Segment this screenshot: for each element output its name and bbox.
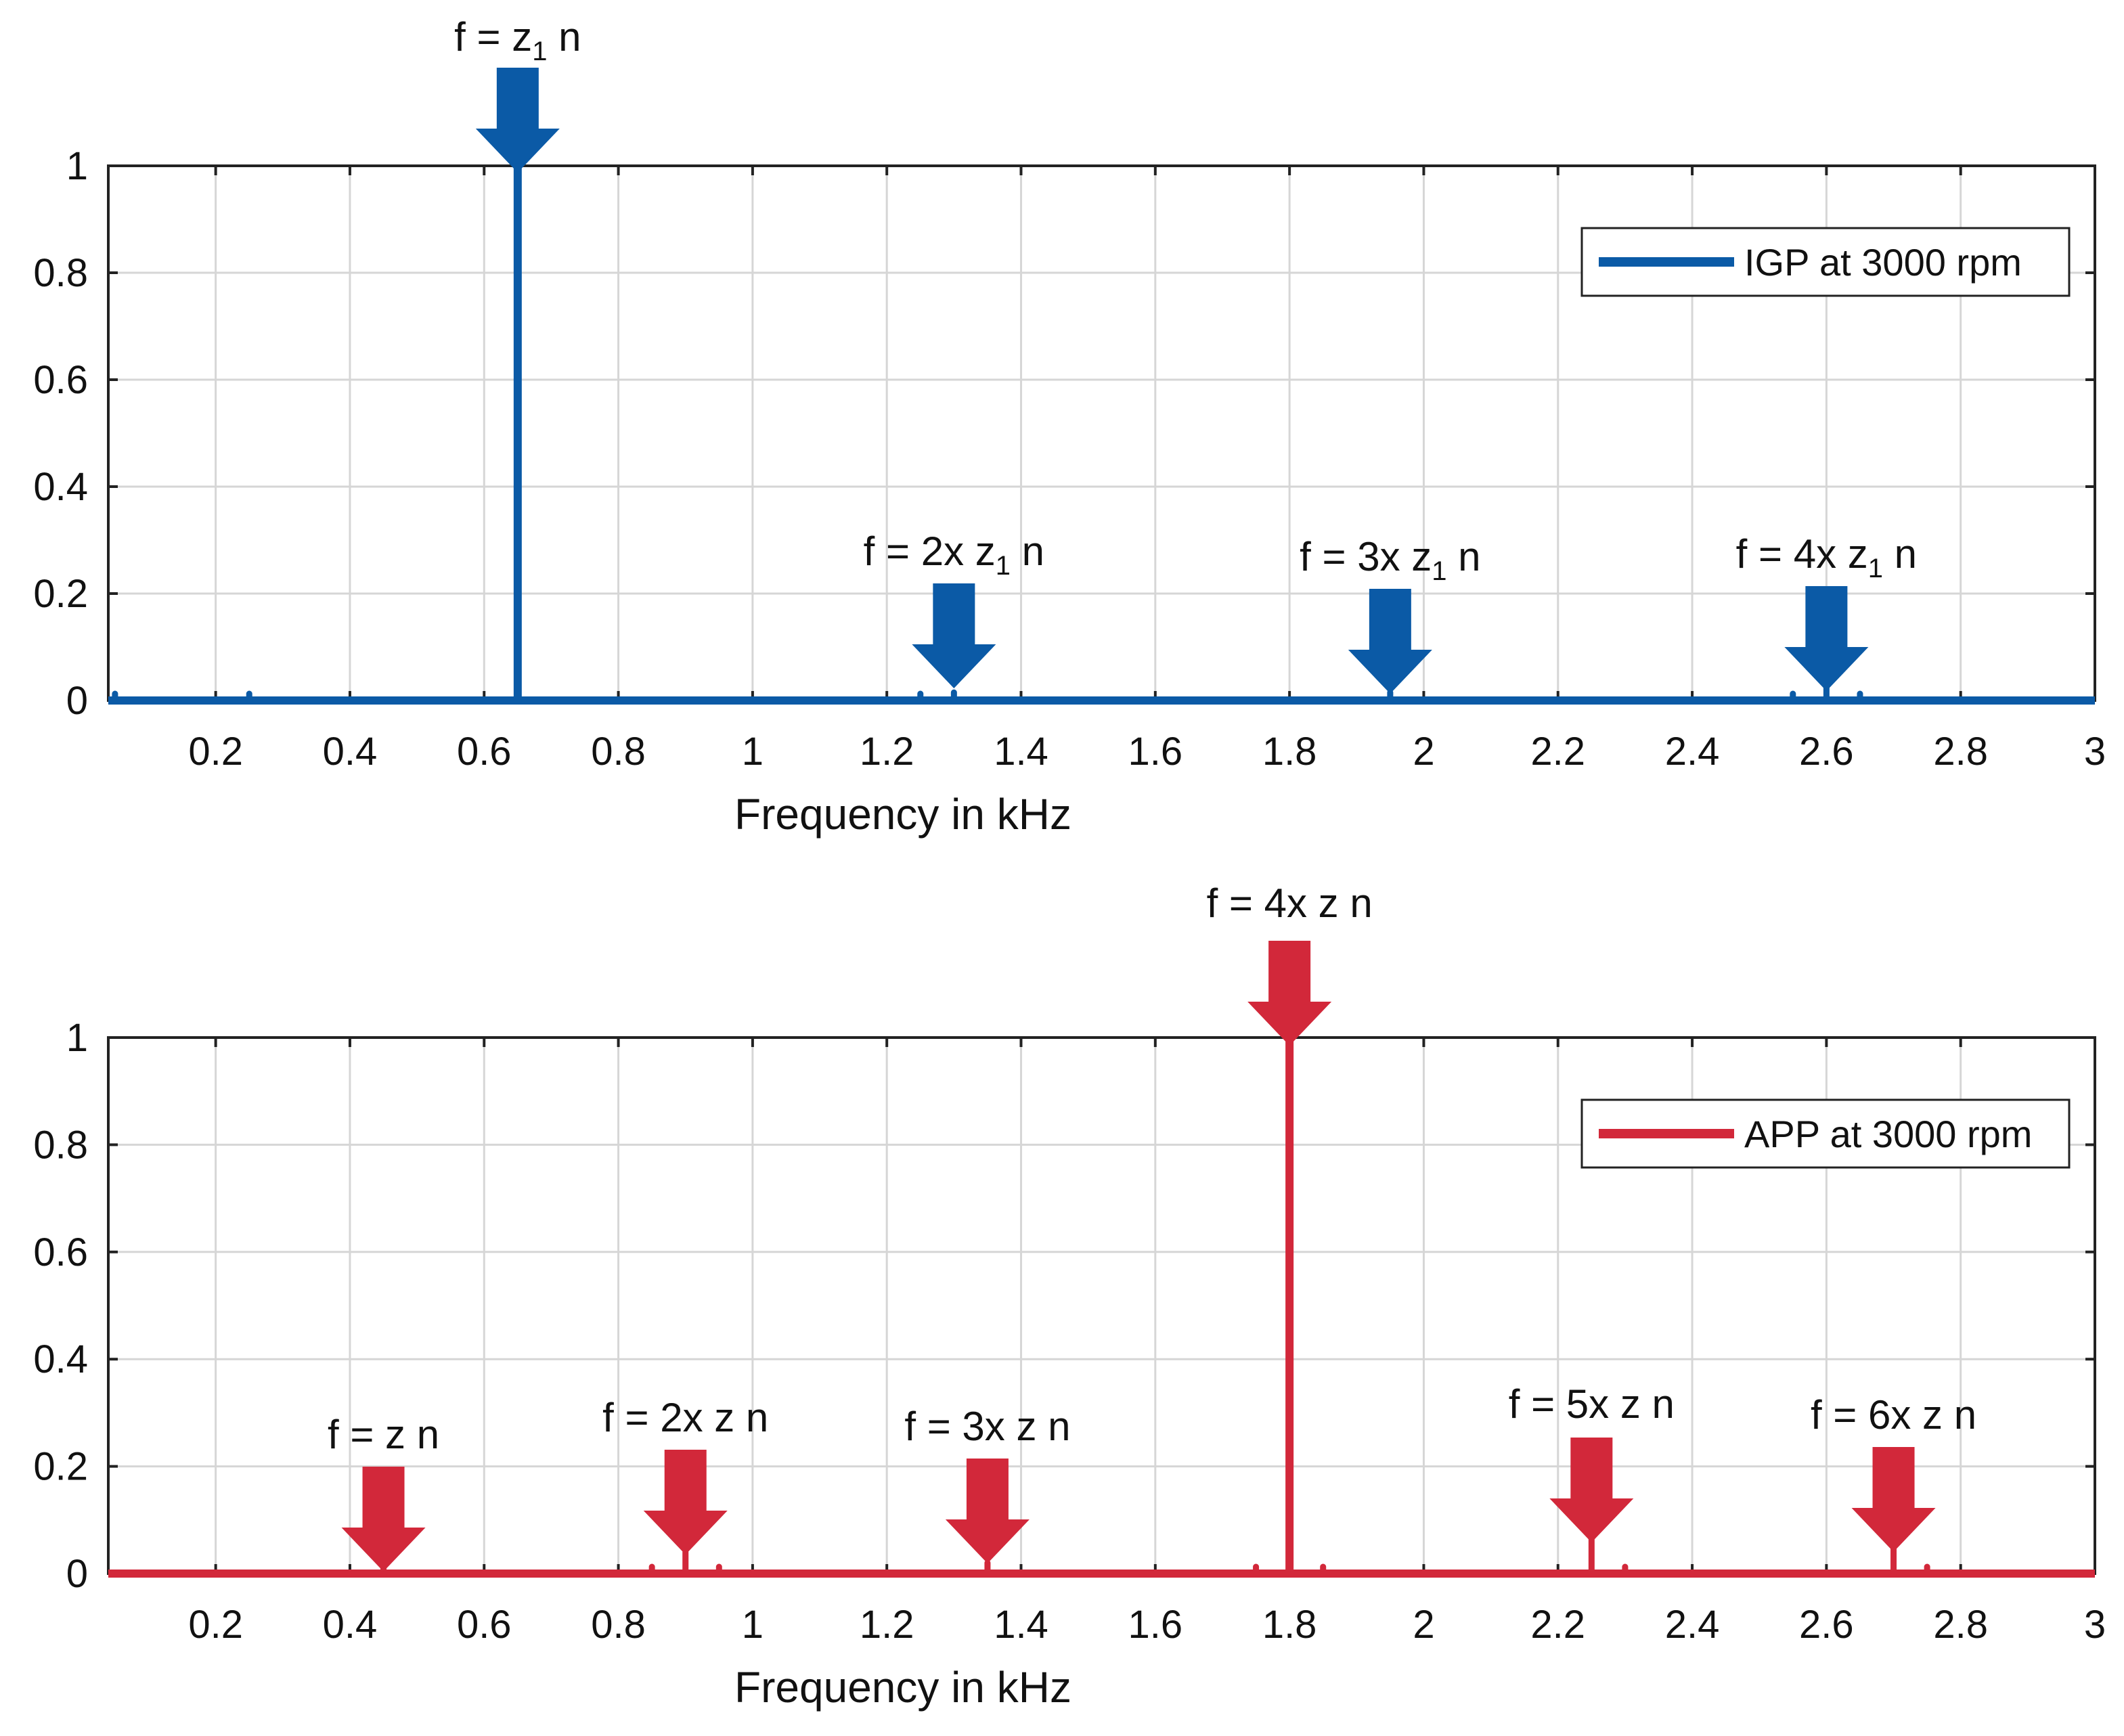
app-annotation-label-4: f = 5x z n — [1509, 1381, 1675, 1427]
igp-ytick-label: 0.6 — [33, 358, 88, 402]
igp-annotation-label-1: f = 2x z1 n — [864, 529, 1044, 581]
app-xtick-label: 1.2 — [860, 1603, 914, 1647]
annotation-text: n — [1447, 534, 1481, 579]
app-annotation-label-3: f = 4x z n — [1207, 881, 1373, 926]
app-annotation-arrow-3 — [1247, 941, 1332, 1046]
igp-annotation-arrow-2 — [1348, 589, 1432, 694]
annotation-text: f = 4x z — [1736, 531, 1868, 577]
igp-ytick-label: 1 — [66, 144, 88, 188]
annotation-subscript: 1 — [996, 551, 1011, 581]
igp-xlabel: Frequency in kHz — [734, 790, 1071, 839]
igp-ytick-label: 0.2 — [33, 572, 88, 616]
app-xtick-label: 2.8 — [1933, 1603, 1988, 1647]
app-annotation-label-5: f = 6x z n — [1811, 1392, 1976, 1438]
igp-legend: IGP at 3000 rpm — [1580, 227, 2071, 297]
annotation-subscript: 1 — [1432, 556, 1446, 586]
annotation-text: n — [1011, 529, 1044, 574]
app-annotation-label-0: f = z n — [328, 1412, 439, 1457]
app-xtick-label: 2.4 — [1665, 1603, 1720, 1647]
app-xtick-label: 0.2 — [188, 1603, 243, 1647]
annotation-text: f = z — [454, 14, 532, 60]
igp-xtick-label: 2.8 — [1933, 730, 1988, 774]
igp-xtick-label: 2 — [1413, 730, 1434, 774]
app-spectrum-chart: 0.2 0.4 0.6 0.8 1 1.2 1.4 1.6 1.8 2 2.2 2.4 2.6 2.8 3 0… — [33, 881, 2106, 1712]
app-annotation-arrow-5 — [1851, 1447, 1936, 1552]
app-legend-label: APP at 3000 rpm — [1744, 1113, 2032, 1155]
annotation-text: f = 5x z n — [1509, 1381, 1675, 1427]
app-annotation-arrow-4 — [1549, 1438, 1634, 1542]
app-xtick-label: 0.4 — [323, 1603, 378, 1647]
app-ytick-label: 0 — [66, 1552, 88, 1596]
app-xtick-label: 2 — [1413, 1603, 1434, 1647]
app-xtick-label: 0.6 — [457, 1603, 512, 1647]
annotation-subscript: 1 — [532, 37, 547, 66]
annotation-text: f = 6x z n — [1811, 1392, 1976, 1438]
app-xtick-label: 1.8 — [1262, 1603, 1317, 1647]
app-xtick-label: 1.6 — [1128, 1603, 1183, 1647]
app-annotation-label-2: f = 3x z n — [904, 1404, 1070, 1449]
igp-xtick-label: 1 — [742, 730, 764, 774]
igp-annotation-arrow-3 — [1784, 586, 1869, 691]
annotation-text: n — [547, 14, 581, 60]
annotation-text: f = z n — [328, 1412, 439, 1457]
igp-xtick-label: 0.2 — [188, 730, 243, 774]
igp-ytick-label: 0 — [66, 679, 88, 723]
app-xlabel: Frequency in kHz — [734, 1663, 1071, 1712]
annotation-text: f = 3x z n — [904, 1404, 1070, 1449]
app-annotation-arrow-1 — [643, 1450, 728, 1555]
app-legend: APP at 3000 rpm — [1580, 1098, 2071, 1169]
igp-xtick-label: 1.4 — [994, 730, 1048, 774]
igp-annotation-label-2: f = 3x z1 n — [1300, 534, 1480, 586]
igp-xtick-label: 0.4 — [323, 730, 378, 774]
annotation-text: f = 2x z — [864, 529, 996, 574]
igp-xtick-label: 1.2 — [860, 730, 914, 774]
app-ytick-label: 0.8 — [33, 1123, 88, 1167]
app-ytick-label: 0.6 — [33, 1230, 88, 1274]
app-xtick-label: 2.2 — [1530, 1603, 1585, 1647]
app-annotation-arrow-2 — [945, 1459, 1030, 1563]
app-annotation-arrow-0 — [341, 1467, 426, 1572]
igp-xtick-label: 3 — [2084, 730, 2106, 774]
app-annotation-label-1: f = 2x z n — [602, 1395, 768, 1440]
igp-annotation-arrow-1 — [912, 583, 996, 688]
annotation-text: f = 4x z n — [1207, 881, 1373, 926]
app-xtick-label: 0.8 — [591, 1603, 646, 1647]
igp-legend-label: IGP at 3000 rpm — [1744, 241, 2022, 284]
igp-xtick-label: 0.8 — [591, 730, 646, 774]
igp-ytick-label: 0.4 — [33, 465, 88, 509]
annotation-subscript: 1 — [1868, 554, 1883, 583]
app-xtick-label: 3 — [2084, 1603, 2106, 1647]
app-xtick-label: 2.6 — [1799, 1603, 1854, 1647]
igp-annotation-label-3: f = 4x z1 n — [1736, 531, 1917, 583]
igp-xtick-label: 1.6 — [1128, 730, 1183, 774]
igp-xtick-label: 2.4 — [1665, 730, 1720, 774]
app-ytick-label: 1 — [66, 1016, 88, 1060]
app-xtick-label: 1.4 — [994, 1603, 1048, 1647]
igp-annotation-arrow-0 — [475, 68, 560, 173]
app-ytick-label: 0.2 — [33, 1445, 88, 1489]
igp-xtick-label: 2.2 — [1530, 730, 1585, 774]
igp-xtick-label: 1.8 — [1262, 730, 1317, 774]
igp-xtick-label: 0.6 — [457, 730, 512, 774]
igp-xtick-label: 2.6 — [1799, 730, 1854, 774]
igp-ytick-label: 0.8 — [33, 251, 88, 295]
app-ytick-label: 0.4 — [33, 1337, 88, 1381]
igp-annotation-label-0: f = z1 n — [454, 14, 581, 66]
annotation-text: f = 2x z n — [602, 1395, 768, 1440]
app-xtick-label: 1 — [742, 1603, 764, 1647]
igp-spectrum-chart: 0.2 0.4 0.6 0.8 1 1.2 1.4 1.6 1.8 2 2.2 2.4 2.6 2.8 3 0… — [33, 14, 2106, 839]
annotation-text: n — [1883, 531, 1917, 577]
annotation-text: f = 3x z — [1300, 534, 1432, 579]
